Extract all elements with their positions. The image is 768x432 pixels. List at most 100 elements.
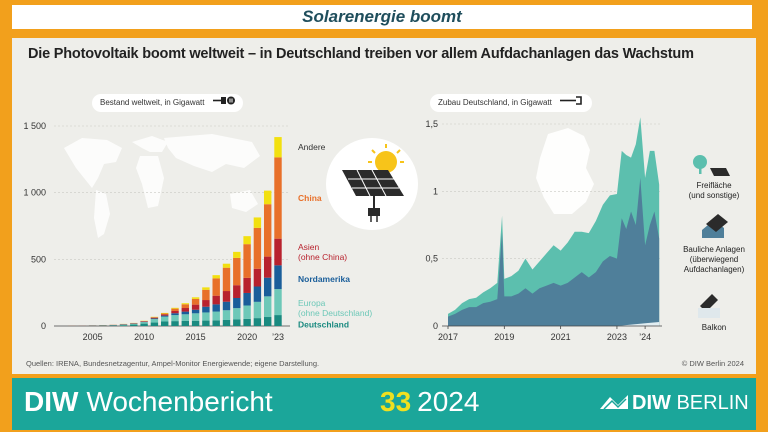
bar-segment: [160, 312, 169, 314]
bar-segment: [274, 137, 282, 158]
bar-segment: [171, 310, 179, 314]
bar-segment: [191, 304, 200, 310]
banner-title: Solarenergie boomt: [302, 7, 462, 26]
bar-segment: [150, 319, 159, 323]
left-chart-subtitle: Bestand weltweit, in Gigawatt: [100, 98, 205, 108]
series-label: China: [298, 193, 322, 203]
bar-segment: [212, 304, 220, 312]
bar-segment: [233, 308, 241, 320]
sun-icon: [368, 144, 404, 173]
bar-segment: [212, 275, 220, 279]
y-tick-label: 1,5: [425, 119, 438, 129]
y-tick-label: 1 000: [23, 188, 46, 198]
roof-panel-icon: [702, 214, 728, 238]
series-label: Andere: [298, 142, 326, 152]
bar-segment: [181, 311, 190, 315]
bar-segment: [243, 305, 251, 319]
right-chart-subtitle: Zubau Deutschland, in Gigawatt: [438, 98, 552, 108]
bar-segment: [171, 315, 179, 322]
bar-segment: [253, 217, 262, 228]
plug-icon: [212, 94, 235, 112]
bar-segment: [160, 315, 169, 317]
bar-segment: [263, 190, 272, 205]
series-label: Nordamerika: [298, 274, 350, 284]
logo-diw: DIW: [632, 392, 671, 414]
left-stacked-bar-chart: 0 500 1 000 1 500 2005 2010 2015 2020 ’23 Deutsch…: [23, 121, 372, 342]
bar-segment: [160, 321, 169, 326]
solar-panel-icon: [342, 169, 404, 222]
bar-segment: [119, 325, 128, 326]
bar-segment: [191, 309, 200, 314]
x-tick-label: 2019: [494, 332, 514, 342]
x-tick-label: 2010: [134, 332, 154, 342]
y-tick-label: 0,5: [425, 254, 438, 264]
headline: Die Photovoltaik boomt weltweit – in Deu…: [28, 46, 694, 62]
bar-segment: [191, 297, 200, 299]
source-note: Quellen: IRENA, Bundesnetzagentur, Ampel…: [26, 359, 320, 368]
bar-segment: [274, 315, 282, 326]
area-bauliche-anlagen: [448, 177, 660, 326]
diw-berlin-logo: DIW BERLIN: [600, 392, 749, 415]
bar-segment: [202, 289, 210, 301]
bar-segment: [202, 287, 210, 290]
y-tick-label: 0: [41, 321, 46, 331]
series-label: Freifläche: [696, 181, 732, 190]
bar-segment: [150, 317, 159, 319]
plug-icon: [560, 94, 584, 112]
bar-segment: [171, 307, 179, 309]
publication-brand: DIW Wochenbericht: [24, 386, 273, 418]
bar-segment: [130, 323, 138, 325]
x-tick-label: ’24: [639, 332, 651, 342]
left-chart-subtitle-pill: Bestand weltweit, in Gigawatt: [92, 94, 243, 112]
series-label: (ohne China): [298, 252, 347, 262]
bar-segment: [140, 323, 148, 326]
x-tick-label: 2015: [186, 332, 206, 342]
x-tick-label: 2021: [551, 332, 571, 342]
brand-bold: DIW: [24, 386, 79, 417]
right-chart-subtitle-pill: Zubau Deutschland, in Gigawatt: [430, 94, 593, 112]
y-tick-label: 0: [433, 321, 438, 331]
bar-segment: [160, 316, 169, 322]
x-tick-label: 2005: [83, 332, 103, 342]
bar-segment: [150, 322, 159, 326]
bar-segment: [191, 320, 200, 326]
banner: Solarenergie boomt: [12, 5, 752, 29]
bar-segment: [233, 257, 241, 286]
infographic-panel: Die Photovoltaik boomt weltweit – in Deu…: [12, 38, 756, 374]
y-tick-label: 500: [31, 254, 46, 264]
bar-segment: [263, 277, 272, 297]
bar-segment: [222, 301, 231, 311]
bar-segment: [222, 267, 231, 292]
issue-number: 33: [380, 386, 412, 417]
issue-label: 33 2024: [380, 386, 479, 418]
bar-segment: [253, 318, 262, 326]
bar-segment: [243, 244, 251, 278]
bar-segment: [222, 310, 231, 320]
bar-segment: [274, 238, 282, 266]
germany-map-icon: [536, 128, 594, 214]
bar-segment: [233, 251, 241, 258]
bar-segment: [119, 324, 128, 326]
bar-segment: [212, 320, 220, 326]
right-area-chart: 0 0,5 1 1,5 2017 2019 2021 2023 ’24 Bauliche Anla…: [425, 117, 745, 342]
bar-segment: [212, 295, 220, 305]
copyright-note: © DIW Berlin 2024: [681, 359, 744, 368]
series-label: Europa: [298, 298, 326, 308]
solar-illustration: [326, 138, 418, 230]
bar-segment: [171, 308, 179, 311]
bar-segment: [222, 263, 231, 268]
y-tick-label: 1 500: [23, 121, 46, 131]
bar-segment: [191, 313, 200, 321]
series-label: Deutschland: [298, 320, 349, 330]
series-label: Asien: [298, 242, 320, 252]
bar-segment: [202, 306, 210, 313]
bar-segment: [263, 296, 272, 318]
bar-segment: [233, 319, 241, 326]
bar-segment: [150, 318, 159, 320]
bar-segment: [212, 311, 220, 321]
x-tick-label: 2020: [237, 332, 257, 342]
series-label: (und sonstige): [689, 191, 740, 200]
bar-segment: [109, 325, 117, 326]
bar-segment: [171, 313, 179, 316]
bar-segment: [222, 319, 231, 326]
